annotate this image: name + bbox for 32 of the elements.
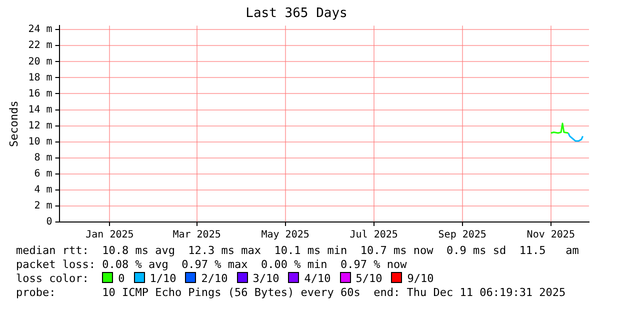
legend-label: 3/10 <box>252 272 280 286</box>
x-tick-label: Sep 2025 <box>438 230 486 241</box>
text: median rtt: 10.8 ms avg 12.3 ms max 10.1 ms min 10.7 ms now 0.9 ms sd 11.5 am <box>16 244 579 258</box>
text: packet loss: 0.08 % avg 0.97 % max 0.00 % min 0.97 % now <box>16 258 407 272</box>
x-tick-label: Jul 2025 <box>350 230 398 241</box>
y-tick-label: 24 m <box>28 24 52 36</box>
y-axis-title: Seconds <box>7 100 20 147</box>
x-tick-label: Mar 2025 <box>172 230 221 241</box>
y-tick-label: 2 m <box>34 200 52 212</box>
y-tick-label: 16 m <box>28 88 52 100</box>
legend-label: 1/10 <box>148 272 176 286</box>
y-tick-label: 12 m <box>28 120 52 132</box>
chart-title: Last 365 Days <box>246 6 348 22</box>
legend-label: 9/10 <box>406 272 434 286</box>
legend-label: 0 <box>117 272 125 286</box>
y-tick-label: 14 m <box>28 104 52 116</box>
y-tick-label: 18 m <box>28 72 52 84</box>
legend-label: 5/10 <box>354 272 382 286</box>
y-tick-label: 20 m <box>28 56 52 68</box>
y-tick-label: 10 m <box>28 136 52 148</box>
legend-title: loss color: <box>16 272 90 285</box>
x-tick-label: Nov 2025 <box>526 230 575 241</box>
legend-label: 4/10 <box>303 272 331 286</box>
y-tick-label: 0 <box>46 216 52 228</box>
text: probe: 10 ICMP Echo Pings (56 Bytes) every 60s end: Thu Dec 11 06:19:31 2025 <box>16 286 566 300</box>
x-tick-label: May 2025 <box>261 230 310 241</box>
y-tick-label: 8 m <box>34 152 52 164</box>
y-tick-label: 6 m <box>34 168 52 180</box>
y-tick-label: 4 m <box>34 184 52 196</box>
y-tick-label: 22 m <box>28 40 52 52</box>
x-tick-label: Jan 2025 <box>86 230 134 241</box>
legend-label: 2/10 <box>200 272 228 286</box>
